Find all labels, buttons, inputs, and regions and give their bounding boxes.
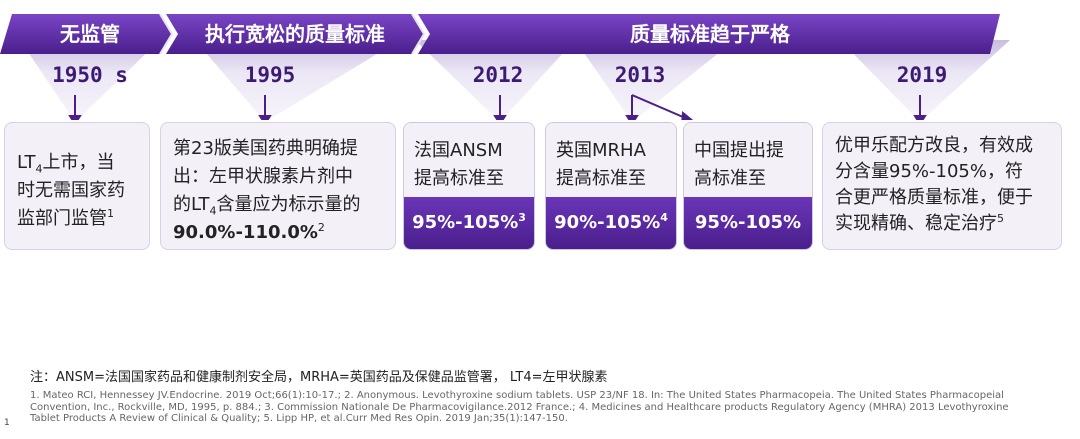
box2-value: 90.0%-110.0% — [173, 222, 318, 243]
box-2013-china: 中国提出提 高标准至 95%-105% — [683, 122, 813, 250]
box6-line4: 实现精确、稳定治疗 — [835, 213, 997, 234]
box-2013-uk: 英国MRHA 提高标准至 90%-105%4 — [545, 122, 677, 250]
phase-label-2: 执行宽松的质量标准 — [205, 22, 385, 46]
box2-line3-sub: 4 — [209, 204, 217, 218]
box-2019: 优甲乐配方改良，有效成 分含量95%-105%，符 合更严格质量标准，便于 实现… — [822, 122, 1062, 250]
year-1995: 1995 — [244, 63, 296, 87]
year-2012: 2012 — [472, 63, 524, 87]
box2-line3-b: 含量应为标示量的 — [216, 194, 361, 215]
year-2019: 2019 — [896, 63, 948, 87]
phase-band-1 — [0, 14, 172, 54]
box6-sup: 5 — [997, 212, 1004, 225]
box-1995: 第23版美国药典明确提 出：左甲状腺素片剂中 的LT4含量应为标示量的 90.0… — [160, 122, 396, 250]
callout-2013 — [575, 40, 735, 120]
abbreviation-note: 注：ANSM=法国国家药品和健康制剂安全局，MRHA=英国药品及保健品监管署， … — [30, 370, 608, 385]
box4-value: 90%-105% — [554, 212, 661, 233]
box6-line3: 合更严格质量标准，便于 — [835, 187, 1033, 208]
box1-sup: 1 — [107, 207, 114, 220]
callout-1950 — [20, 40, 160, 120]
year-1950s: 1950 s — [52, 63, 128, 87]
box4-line1: 英国MRHA — [556, 140, 646, 161]
box5-value: 95%-105% — [694, 212, 802, 233]
box-2012: 法国ANSM 提高标准至 95%-105%3 — [403, 122, 535, 250]
box4-line2: 提高标准至 — [556, 168, 646, 189]
box1-line1-a: LT — [17, 152, 36, 173]
box3-value: 95%-105% — [412, 212, 519, 233]
box5-line2: 高标准至 — [694, 168, 766, 189]
box2-line1: 第23版美国药典明确提 — [173, 138, 358, 159]
box1-line1-sub: 4 — [35, 162, 43, 176]
box6-line2: 分含量95%-105%，符 — [835, 161, 1023, 182]
box5-line1: 中国提出提 — [694, 140, 784, 161]
phase-label-1: 无监管 — [60, 22, 120, 46]
phase-label-3: 质量标准趋于严格 — [630, 22, 790, 46]
box3-sup: 3 — [518, 211, 526, 224]
box1-line2: 时无需国家药 — [17, 180, 125, 201]
phase-band-3 — [418, 14, 1000, 54]
callout-2019 — [840, 40, 1010, 120]
box2-sup: 2 — [317, 221, 325, 234]
box3-line1: 法国ANSM — [414, 140, 503, 161]
callout-2012 — [415, 40, 575, 120]
box-1950s: LT4上市，当 时无需国家药 监部门监管1 — [4, 122, 150, 250]
page-number: 1 — [4, 418, 10, 428]
box4-sup: 4 — [660, 211, 668, 224]
year-2013: 2013 — [614, 63, 666, 87]
box6-line1: 优甲乐配方改良，有效成 — [835, 135, 1033, 156]
box3-line2: 提高标准至 — [414, 168, 504, 189]
box2-line3-a: 的LT — [173, 194, 210, 215]
box2-line2: 出：左甲状腺素片剂中 — [173, 166, 353, 187]
timeline-banner — [0, 13, 1010, 120]
phase-band-2 — [166, 14, 424, 54]
box1-line1-b: 上市，当 — [42, 152, 115, 173]
callout-1995 — [195, 40, 400, 120]
references: 1. Mateo RCI, Hennessey JV.Endocrine. 20… — [30, 390, 1009, 424]
box1-line3: 监部门监管 — [17, 208, 107, 229]
